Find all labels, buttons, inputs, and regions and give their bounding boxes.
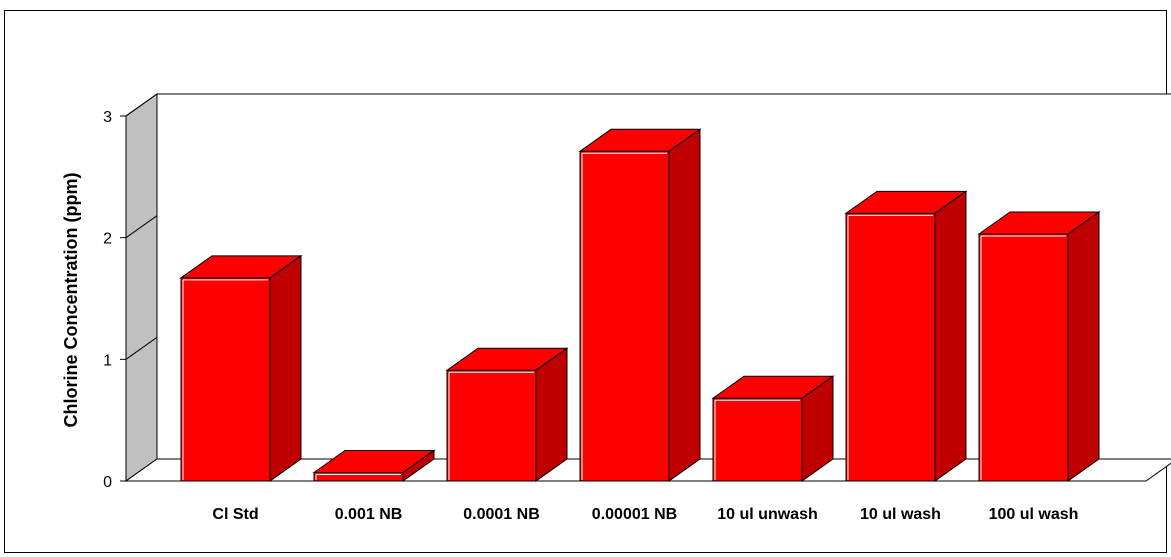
bar-5 [844,190,968,482]
bar-front [712,397,803,482]
bar-4 [711,375,835,482]
side-wall [125,93,158,482]
y-tick-label: 2 [103,231,112,248]
bar-1 [312,449,436,482]
y-tick-depth [125,336,158,360]
bar-front [978,233,1069,482]
x-tick-label: 0.00001 NB [592,506,677,523]
bar-front [180,277,271,482]
x-tick-label: 10 ul wash [860,506,941,523]
bar-front [446,369,537,482]
bar-side [402,449,435,482]
bar-0 [179,254,303,482]
bar-front [845,212,936,482]
x-tick-label: 0.0001 NB [463,506,540,523]
bar-side [668,128,701,482]
bars-group [179,128,1101,482]
y-tick-label: 1 [103,352,112,369]
x-tick-label: Cl Std [212,506,258,523]
bar-side [934,190,967,482]
x-tick-label: 10 ul unwash [717,506,817,523]
bar-front [579,150,670,482]
y-axis: 0 1 2 3 [103,93,158,491]
y-tick-depth [125,93,158,117]
y-tick-label: 3 [103,109,112,126]
y-axis-title: Chlorine Concentration (ppm) [61,173,81,428]
bar-side [801,375,834,482]
x-tick-label: 0.001 NB [335,506,403,523]
bar-3 [578,128,702,482]
bar-side [1067,211,1100,482]
bar-side [269,254,302,482]
bar-side [535,347,568,482]
x-axis-labels: Cl Std 0.001 NB 0.0001 NB 0.00001 NB 10 ul u… [212,506,1078,523]
bar-front [313,471,404,482]
bar-2 [445,347,569,482]
x-tick-label: 100 ul wash [989,506,1079,523]
y-tick-depth [125,215,158,239]
y-tick-label: 0 [103,474,112,491]
bar-6 [977,211,1101,482]
